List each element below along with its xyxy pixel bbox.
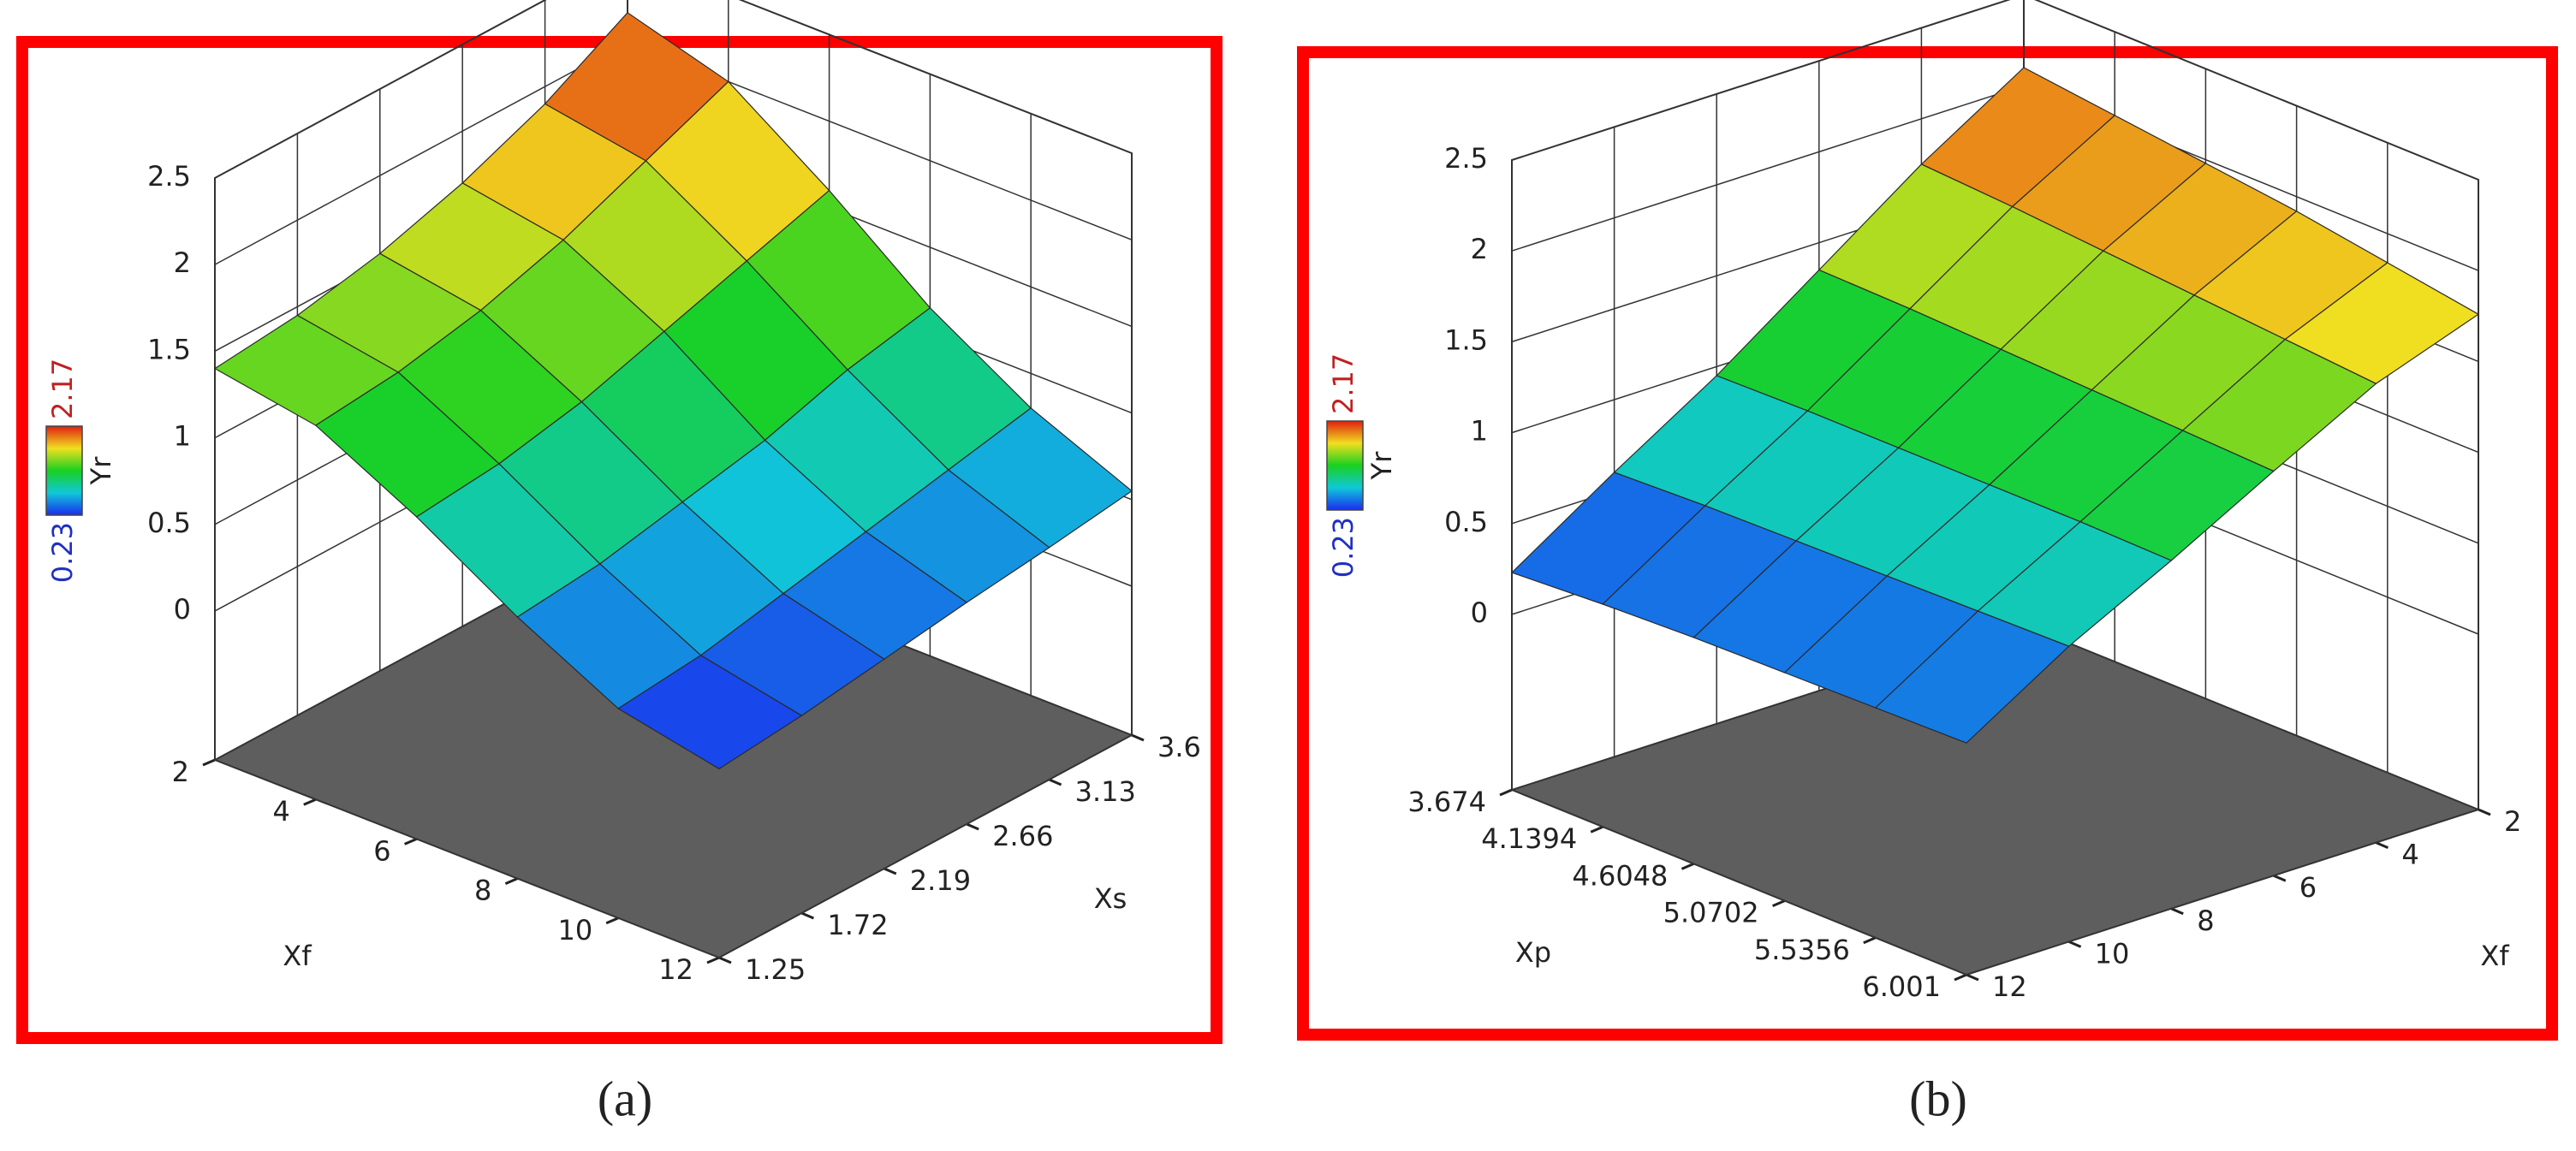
z-tick-label: 1 — [174, 420, 191, 453]
tick-mark — [2170, 907, 2184, 916]
tick-mark — [1954, 973, 1967, 982]
panel-frame — [1297, 46, 2558, 1041]
tick-mark — [202, 758, 216, 767]
tick-mark — [303, 798, 317, 806]
tick-mark — [605, 917, 619, 925]
z-tick-label: 0 — [1471, 596, 1488, 629]
x-tick-label: 4 — [272, 795, 289, 828]
y-tick-label: 12 — [1992, 970, 2027, 1003]
y-axis-label: Xf — [2480, 940, 2509, 972]
colorbar-max: 2.17 — [1327, 353, 1359, 414]
surface-patch — [1874, 610, 2070, 744]
x-tick-label: 3.674 — [1407, 786, 1486, 818]
x-tick-label: 6 — [373, 834, 390, 867]
x-tick-label: 12 — [658, 953, 693, 986]
z-tick-label: 2.5 — [147, 160, 191, 193]
z-tick-label: 1.5 — [147, 333, 191, 365]
x-axis-label: Xf — [283, 940, 312, 972]
tick-mark — [1499, 788, 1513, 797]
colorbar-min: 0.23 — [1327, 517, 1359, 578]
tick-mark — [1049, 778, 1062, 786]
colorbar — [1326, 420, 1364, 511]
colorbar-min: 0.23 — [46, 522, 79, 583]
tick-mark — [1590, 825, 1603, 834]
tick-mark — [2375, 841, 2389, 849]
z-tick-label: 0.5 — [1444, 506, 1488, 538]
z-tick-label: 2 — [174, 246, 191, 279]
panel-label: (b) — [1909, 1071, 1967, 1126]
x-tick-label: 2 — [172, 756, 189, 788]
tick-mark — [504, 877, 518, 885]
z-tick-label: 2 — [1471, 233, 1488, 265]
tick-mark — [1681, 863, 1694, 870]
tick-mark — [883, 867, 897, 875]
y-tick-label: 3.13 — [1075, 775, 1136, 808]
y-tick-label: 6 — [2299, 871, 2317, 904]
z-tick-label: 1.5 — [1444, 323, 1488, 356]
floor — [212, 536, 1134, 959]
colorbar — [45, 425, 83, 516]
x-axis-label: Xp — [1515, 936, 1551, 969]
x-tick-label: 4.6048 — [1572, 859, 1668, 892]
tick-mark — [2478, 808, 2491, 816]
y-tick-label: 4 — [2401, 839, 2418, 871]
colorbar-max: 2.17 — [46, 359, 79, 419]
y-tick-label: 1.25 — [745, 953, 806, 986]
y-tick-label: 2.19 — [910, 864, 971, 897]
z-axis-label: Yr — [85, 456, 117, 486]
tick-mark — [404, 838, 418, 845]
y-axis-label: Xs — [1094, 882, 1127, 915]
tick-mark — [800, 911, 814, 920]
z-tick-label: 1 — [1471, 415, 1488, 448]
z-tick-label: 0 — [174, 593, 191, 626]
x-tick-label: 8 — [474, 875, 491, 907]
x-tick-label: 10 — [557, 914, 592, 946]
grid-line — [1511, 0, 2479, 181]
tick-mark — [1966, 973, 1979, 982]
tick-mark — [706, 956, 720, 964]
y-tick-label: 8 — [2197, 905, 2214, 937]
tick-mark — [1863, 936, 1877, 945]
x-tick-label: 5.5356 — [1754, 934, 1850, 966]
x-tick-label: 6.001 — [1862, 970, 1941, 1003]
tick-mark — [2068, 940, 2082, 948]
y-tick-label: 2 — [2504, 805, 2521, 838]
x-tick-label: 4.1394 — [1481, 822, 1577, 855]
y-tick-label: 2.66 — [992, 820, 1053, 852]
grid-line — [214, 0, 1133, 179]
tick-mark — [2273, 874, 2287, 882]
tick-mark — [718, 956, 732, 964]
z-tick-label: 2.5 — [1444, 142, 1488, 175]
z-axis-label: Yr — [1365, 451, 1398, 481]
tick-mark — [966, 822, 979, 831]
y-tick-label: 3.6 — [1157, 731, 1201, 763]
tick-mark — [1131, 733, 1145, 742]
panel-label: (a) — [598, 1071, 652, 1126]
y-tick-label: 10 — [2095, 937, 2130, 970]
x-tick-label: 5.0702 — [1663, 897, 1759, 929]
y-tick-label: 1.72 — [827, 909, 888, 941]
tick-mark — [1772, 899, 1786, 907]
surface-patch — [617, 655, 803, 770]
z-tick-label: 0.5 — [147, 507, 191, 539]
